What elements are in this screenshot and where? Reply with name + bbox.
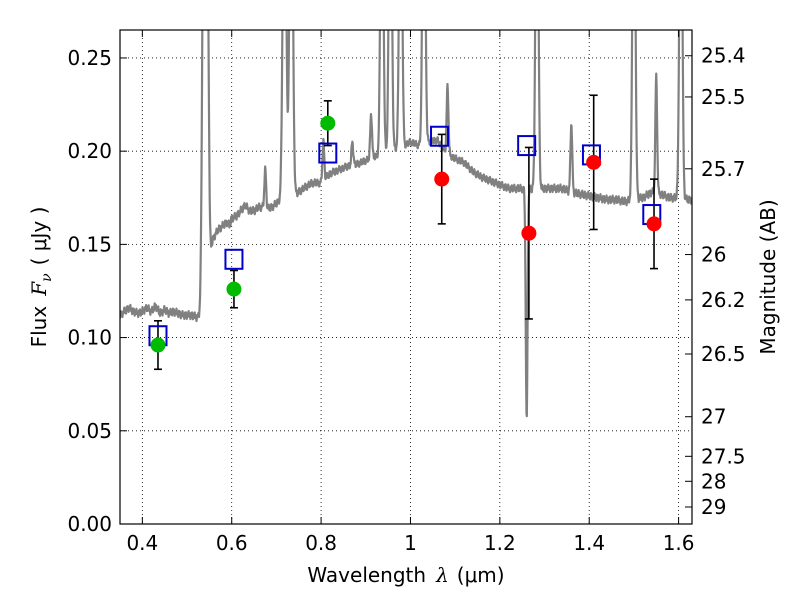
x-axis-title-symbol: λ	[435, 563, 449, 587]
x-tick-label: 0.8	[305, 531, 337, 555]
mag-tick-label: 25.7	[701, 157, 746, 181]
plot-background	[120, 30, 692, 524]
y-tick-label: 0.00	[67, 512, 112, 536]
x-tick-label: 0.4	[126, 531, 158, 555]
mag-tick-label: 25.4	[701, 44, 746, 68]
x-tick-label: 1.2	[484, 531, 516, 555]
spectrum-line	[120, 30, 692, 418]
grid	[120, 30, 692, 524]
y-tick-label: 0.05	[67, 419, 112, 443]
mag-tick-label: 28	[701, 469, 726, 493]
y-axis-title-subscript: ν	[39, 273, 55, 282]
y-tick-label: 0.15	[67, 232, 112, 256]
model-photometry-square	[318, 142, 338, 164]
markers	[148, 115, 662, 353]
y-axis-title-unit: ( μJy )	[27, 207, 51, 266]
optical-photometry-point	[226, 281, 242, 297]
model-photometry-square	[430, 125, 450, 147]
y-tick-label: 0.20	[67, 139, 112, 163]
mag-tick-label: 25.5	[701, 85, 746, 109]
y-axis-title-symbol: F	[27, 281, 51, 297]
x-tick-label: 1.6	[663, 531, 695, 555]
mag-tick-label: 26.5	[701, 342, 746, 366]
x-tick-label: 1.4	[573, 531, 605, 555]
optical-photometry-point	[150, 337, 166, 353]
x-axis-title-prefix: Wavelength	[307, 563, 426, 587]
x-tick-label: 1	[404, 531, 417, 555]
y-axis-title-prefix: Flux	[27, 306, 51, 348]
x-tick-label: 0.6	[216, 531, 248, 555]
mag-tick-label: 29	[701, 495, 726, 519]
axes: 0.4 0.6 0.8 1 1.2 1.4 1.6 0.00 0.05 0.10 0.15 0.20 0…	[67, 30, 746, 555]
plot-area	[120, 30, 692, 418]
nir-photometry-point	[646, 216, 662, 232]
plot-frame	[119, 29, 693, 525]
y-axis-title: Flux Fν ( μJy )	[27, 207, 55, 348]
model-photometry-square	[224, 248, 244, 270]
y2-axis-title: Magnitude (AB)	[756, 199, 780, 354]
y-tick-label: 0.25	[67, 46, 112, 70]
mag-tick-label: 27	[701, 405, 726, 429]
mag-tick-label: 26	[701, 243, 726, 267]
x-axis-title: Wavelength λ (μm)	[307, 563, 504, 587]
x-axis-title-unit: (μm)	[457, 563, 505, 587]
nir-photometry-point	[521, 225, 537, 241]
optical-photometry-point	[320, 115, 336, 131]
y-tick-label: 0.10	[67, 326, 112, 350]
nir-photometry-point	[434, 171, 450, 187]
mag-tick-label: 26.2	[701, 288, 746, 312]
model-photometry-square	[517, 135, 537, 157]
mag-tick-label: 27.5	[701, 444, 746, 468]
nir-photometry-point	[586, 154, 602, 170]
